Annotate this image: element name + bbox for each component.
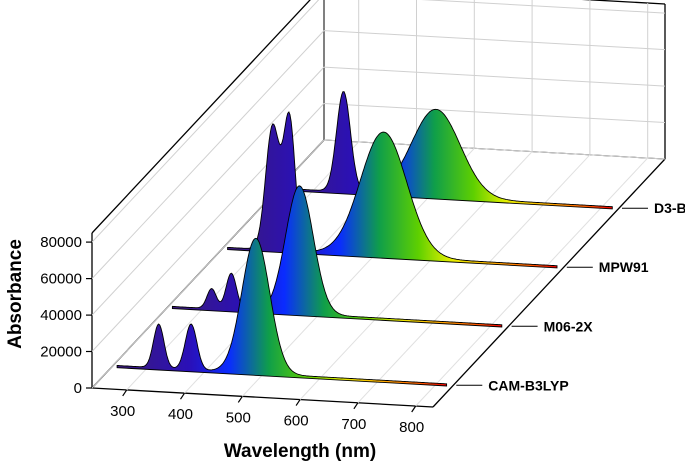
y-tick-label: 60000 <box>40 271 82 288</box>
frame-edge <box>432 158 666 408</box>
x-tick-label: 500 <box>226 409 251 426</box>
back-wall-gridline <box>323 66 666 87</box>
x-tick <box>353 402 359 410</box>
x-tick <box>237 396 243 403</box>
side-wall-gridline <box>91 66 325 316</box>
series-label: CAM-B3LYP <box>488 377 568 393</box>
frame-edge <box>91 0 311 234</box>
x-tick <box>122 389 128 397</box>
x-tick-label: 700 <box>341 416 366 433</box>
spectrum-area <box>282 91 613 210</box>
y-tick-label: 80000 <box>40 234 82 251</box>
back-wall-gridline <box>323 30 666 51</box>
side-wall-gridline <box>91 30 325 279</box>
series-label: D3-B3LYP <box>654 200 685 216</box>
series-mpw91: MPW91 <box>227 111 649 275</box>
series-label: M06-2X <box>544 318 594 334</box>
x-axis-title: Wavelength (nm) <box>224 441 376 462</box>
x-tick <box>411 405 417 413</box>
series-cam-b3lyp: CAM-B3LYP <box>116 237 569 393</box>
y-tick-label: 0 <box>74 380 82 397</box>
spectrum-area <box>171 185 503 328</box>
tick-layer: 300 400 500 600 700 800 0 20000 40000 60000 80000 <box>40 234 424 436</box>
floor-gridline <box>357 154 591 404</box>
series-d3-b3lyp: D3-B3LYP <box>282 91 685 216</box>
series-m06-2x: M06-2X <box>171 185 594 334</box>
series-label: MPW91 <box>599 259 649 275</box>
spectrum-area <box>227 111 558 269</box>
x-tick-label: 300 <box>110 403 135 420</box>
frame-edge <box>581 0 666 5</box>
x-tick <box>295 399 301 406</box>
x-tick <box>180 392 185 400</box>
back-wall-gridline <box>420 0 666 14</box>
spectrum-area <box>116 237 448 387</box>
spectra-layer: D3-B3LYP MPW91 M06-2X CAM-B3LYP <box>116 91 685 393</box>
floor-gridline <box>299 151 533 400</box>
y-tick-label: 40000 <box>40 307 82 324</box>
y-tick-label: 20000 <box>40 344 82 361</box>
x-tick-label: 800 <box>399 419 424 436</box>
back-wall-gridline <box>323 103 666 123</box>
x-tick-label: 600 <box>284 413 309 430</box>
x-tick-label: 400 <box>168 406 193 423</box>
frame-edge <box>91 387 434 408</box>
y-axis-title: Absorbance <box>5 239 26 349</box>
floor-gridline <box>415 157 649 407</box>
side-wall-gridline <box>91 0 320 243</box>
